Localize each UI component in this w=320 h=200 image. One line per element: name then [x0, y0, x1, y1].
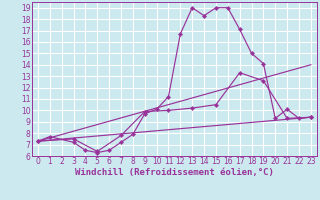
X-axis label: Windchill (Refroidissement éolien,°C): Windchill (Refroidissement éolien,°C)	[75, 168, 274, 177]
